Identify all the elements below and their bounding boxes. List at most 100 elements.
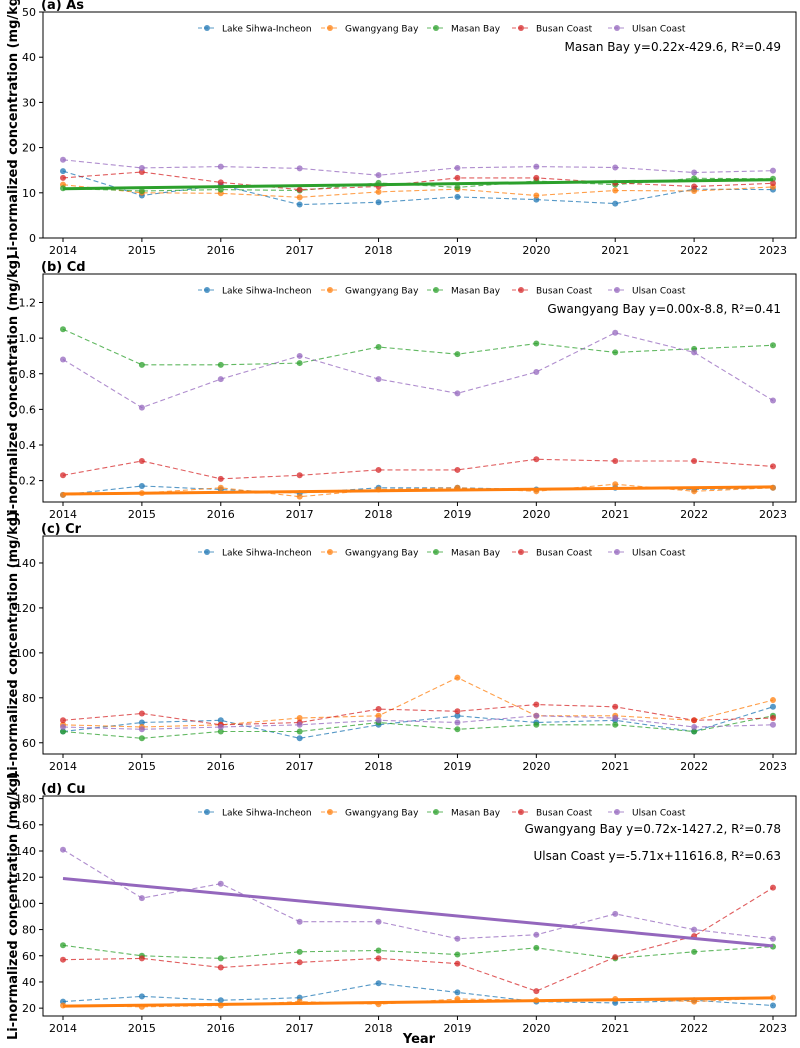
data-point bbox=[770, 1002, 776, 1009]
panel-title: (b) Cd bbox=[41, 260, 86, 275]
x-tick-label: 2020 bbox=[522, 244, 550, 257]
data-point bbox=[217, 376, 224, 383]
x-tick-label: 2019 bbox=[443, 244, 471, 257]
data-point bbox=[691, 728, 698, 735]
data-point bbox=[138, 726, 145, 733]
data-point bbox=[375, 344, 382, 351]
series-line bbox=[62, 715, 774, 730]
legend-marker bbox=[204, 549, 210, 555]
data-point bbox=[770, 697, 776, 704]
y-tick-label: 40 bbox=[22, 976, 36, 989]
series-line bbox=[62, 159, 774, 176]
y-tick-label: 40 bbox=[22, 51, 36, 64]
data-point bbox=[217, 724, 224, 731]
data-point bbox=[612, 715, 619, 722]
x-tick-label: 2018 bbox=[365, 760, 393, 773]
series-line bbox=[62, 887, 774, 992]
data-point bbox=[770, 342, 776, 349]
data-point bbox=[770, 935, 776, 942]
data-point bbox=[691, 717, 698, 724]
data-point bbox=[612, 200, 619, 207]
data-point bbox=[454, 726, 461, 733]
data-point bbox=[138, 993, 145, 1000]
trend-line bbox=[62, 996, 774, 1008]
series-line bbox=[62, 332, 774, 409]
data-point bbox=[375, 980, 382, 987]
trend-line bbox=[62, 178, 774, 191]
data-point bbox=[612, 349, 619, 356]
data-point bbox=[612, 910, 619, 917]
data-point bbox=[691, 488, 698, 495]
x-tick-label: 2017 bbox=[286, 760, 314, 773]
data-point bbox=[296, 959, 303, 966]
data-point bbox=[375, 717, 382, 724]
data-point bbox=[217, 955, 224, 962]
y-tick-label: 100 bbox=[15, 897, 36, 910]
x-tick-label: 2018 bbox=[365, 244, 393, 257]
data-point bbox=[375, 706, 382, 713]
data-point bbox=[533, 174, 540, 181]
data-point bbox=[612, 164, 619, 171]
x-tick-label: 2016 bbox=[207, 508, 235, 521]
panel-title: (d) Cu bbox=[41, 782, 86, 797]
data-point bbox=[770, 397, 776, 404]
x-tick-label: 2023 bbox=[759, 508, 787, 521]
legend-marker bbox=[327, 25, 333, 31]
data-point bbox=[296, 201, 303, 208]
data-point bbox=[296, 165, 303, 172]
data-point bbox=[533, 701, 540, 708]
y-tick-label: 120 bbox=[15, 871, 36, 884]
x-tick-label: 2016 bbox=[207, 760, 235, 773]
data-point bbox=[138, 895, 145, 902]
plot-frame bbox=[42, 11, 797, 239]
data-point bbox=[375, 172, 382, 179]
x-tick-label: 2020 bbox=[522, 1022, 550, 1035]
legend-marker bbox=[327, 287, 333, 293]
x-tick-label: 2015 bbox=[128, 244, 156, 257]
series-line bbox=[62, 184, 774, 198]
data-point bbox=[533, 368, 540, 375]
y-tick-label: 140 bbox=[15, 845, 36, 858]
data-point bbox=[454, 674, 461, 681]
data-point bbox=[217, 717, 224, 724]
y-axis-label: Li-normalized concentration (mg/kg) bbox=[6, 254, 21, 522]
legend-label: Masan Bay bbox=[451, 25, 501, 35]
data-point bbox=[770, 715, 776, 722]
y-tick-label: 80 bbox=[22, 692, 36, 705]
y-axis-label: Li-normalized concentration (mg/kg) bbox=[6, 0, 21, 259]
x-tick-label: 2014 bbox=[49, 244, 77, 257]
trend-line bbox=[62, 485, 774, 496]
legend-marker bbox=[518, 287, 524, 293]
data-point bbox=[533, 931, 540, 938]
x-tick-label: 2023 bbox=[759, 244, 787, 257]
data-point bbox=[612, 458, 619, 465]
data-point bbox=[60, 356, 66, 363]
y-tick-label: 0 bbox=[29, 232, 36, 245]
legend-marker bbox=[518, 809, 524, 815]
data-point bbox=[138, 735, 145, 742]
y-axis-label: Li-normalized concentration (mg/kg) bbox=[6, 511, 21, 779]
y-tick-label: 0.6 bbox=[19, 403, 37, 416]
data-point bbox=[296, 360, 303, 367]
data-point bbox=[454, 390, 461, 397]
data-point bbox=[533, 944, 540, 951]
y-tick-label: 60 bbox=[22, 737, 36, 750]
y-tick-label: 20 bbox=[22, 142, 36, 155]
data-point bbox=[296, 186, 303, 193]
data-point bbox=[217, 361, 224, 368]
legend-label: Busan Coast bbox=[536, 25, 593, 35]
panel-title: (c) Cr bbox=[41, 522, 82, 537]
data-point bbox=[60, 942, 66, 949]
data-point bbox=[138, 482, 145, 489]
y-tick-label: 30 bbox=[22, 96, 36, 109]
x-tick-label: 2022 bbox=[680, 1022, 708, 1035]
y-tick-label: 0.8 bbox=[19, 368, 37, 381]
x-tick-label: 2020 bbox=[522, 760, 550, 773]
series-line bbox=[62, 982, 774, 1007]
data-point bbox=[533, 988, 540, 995]
data-point bbox=[217, 728, 224, 735]
series-line bbox=[62, 706, 774, 739]
data-point bbox=[296, 472, 303, 479]
x-tick-label: 2015 bbox=[128, 760, 156, 773]
